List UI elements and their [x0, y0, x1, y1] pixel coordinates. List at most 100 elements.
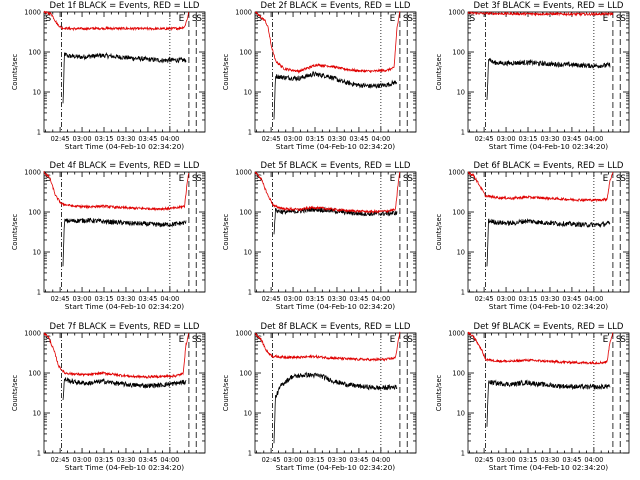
- x-tick-label: 03:30: [327, 295, 346, 303]
- y-tick-label: 1000: [24, 9, 41, 17]
- panel-title: Det 8f BLACK = Events, RED = LLD: [261, 322, 411, 332]
- x-tick-label: 03:15: [95, 135, 114, 143]
- saa-marker-label: S: [196, 174, 202, 184]
- y-axis-label: Counts/sec: [222, 213, 230, 250]
- eclipse-marker-label: E: [603, 14, 609, 24]
- y-tick-label: 1000: [448, 330, 465, 338]
- y-tick-label: 10: [457, 410, 465, 418]
- y-axis-label: Counts/sec: [435, 374, 443, 411]
- saa-marker-label: S: [45, 174, 51, 184]
- panel-title: Det 1f BLACK = Events, RED = LLD: [50, 1, 200, 11]
- x-tick-label: 02:45: [475, 135, 494, 143]
- detector-panel: Det 1f BLACK = Events, RED = LLD Counts/s…: [11, 1, 206, 151]
- y-tick-label: 100: [28, 49, 41, 57]
- x-tick-label: 03:00: [284, 295, 303, 303]
- y-tick-label: 1000: [235, 169, 252, 177]
- plot-frame: [43, 171, 206, 293]
- lld-rate-line: [255, 10, 401, 75]
- x-tick-label: 03:15: [306, 135, 325, 143]
- x-tick-label: 03:45: [138, 135, 157, 143]
- x-tick-label: 03:00: [284, 135, 303, 143]
- plot-frame: [43, 11, 206, 133]
- y-tick-label: 1: [248, 450, 252, 458]
- saa-marker-label: S: [192, 14, 198, 24]
- x-tick-label: 04:00: [160, 135, 179, 143]
- eclipse-marker-label: E: [390, 174, 396, 184]
- x-tick-label: 02:45: [262, 456, 281, 464]
- x-tick-label: 03:30: [540, 295, 559, 303]
- x-tick-label: 03:45: [349, 295, 368, 303]
- y-tick-label: 100: [452, 209, 465, 217]
- saa-marker-label: S: [407, 14, 413, 24]
- x-tick-label: 03:00: [284, 456, 303, 464]
- x-tick-label: 03:15: [519, 456, 538, 464]
- saa-marker-label: S: [196, 14, 202, 24]
- x-tick-label: 03:45: [138, 295, 157, 303]
- lld-rate-line: [468, 171, 614, 203]
- lld-rate-line: [254, 171, 401, 215]
- x-tick-label: 02:45: [51, 456, 70, 464]
- x-tick-label: 02:45: [262, 295, 281, 303]
- y-axis-label: Counts/sec: [222, 374, 230, 411]
- detector-panel: Det 8f BLACK = Events, RED = LLD Counts/s…: [222, 322, 417, 472]
- events-rate-line: [62, 376, 187, 401]
- y-axis-label: Counts/sec: [11, 374, 19, 411]
- plot-frame: [467, 11, 630, 133]
- eclipse-marker-label: E: [179, 335, 185, 345]
- panel-title: Det 3f BLACK = Events, RED = LLD: [474, 1, 624, 11]
- x-tick-label: 04:00: [371, 295, 390, 303]
- plot-frame: [467, 332, 630, 454]
- x-axis-label: Start Time (04-Feb-10 02:34:20): [489, 302, 608, 311]
- x-tick-label: 03:15: [519, 135, 538, 143]
- events-rate-line: [273, 371, 398, 444]
- y-tick-label: 100: [452, 370, 465, 378]
- y-tick-label: 1: [248, 129, 252, 137]
- x-tick-label: 04:00: [584, 295, 603, 303]
- saa-marker-label: S: [620, 174, 626, 184]
- panel-title: Det 2f BLACK = Events, RED = LLD: [261, 1, 411, 11]
- saa-marker-label: S: [616, 14, 622, 24]
- y-axis-label: Counts/sec: [11, 213, 19, 250]
- x-tick-label: 03:30: [540, 135, 559, 143]
- x-tick-label: 03:15: [306, 295, 325, 303]
- eclipse-marker-label: E: [603, 335, 609, 345]
- y-tick-label: 1: [37, 450, 41, 458]
- panel-title: Det 4f BLACK = Events, RED = LLD: [50, 161, 200, 171]
- x-axis-label: Start Time (04-Feb-10 02:34:20): [489, 463, 608, 472]
- saa-marker-label: S: [620, 335, 626, 345]
- eclipse-marker-label: E: [390, 14, 396, 24]
- y-tick-label: 100: [28, 370, 41, 378]
- eclipse-marker-label: E: [390, 335, 396, 345]
- x-tick-label: 03:15: [519, 295, 538, 303]
- y-tick-label: 1: [37, 129, 41, 137]
- y-tick-label: 1000: [24, 169, 41, 177]
- x-tick-label: 04:00: [160, 295, 179, 303]
- y-tick-label: 100: [239, 49, 252, 57]
- eclipse-marker-label: E: [179, 174, 185, 184]
- events-rate-line: [273, 206, 398, 235]
- y-tick-label: 1000: [235, 9, 252, 17]
- x-tick-label: 03:30: [327, 135, 346, 143]
- saa-marker-label: S: [407, 174, 413, 184]
- saa-marker-label: S: [192, 174, 198, 184]
- saa-marker-label: S: [403, 14, 409, 24]
- x-axis-label: Start Time (04-Feb-10 02:34:20): [65, 142, 184, 151]
- events-rate-line: [486, 379, 611, 427]
- x-tick-label: 03:30: [116, 456, 135, 464]
- events-rate-line: [486, 57, 611, 100]
- x-tick-label: 02:45: [475, 456, 494, 464]
- x-tick-label: 03:15: [95, 456, 114, 464]
- x-tick-label: 02:45: [262, 135, 281, 143]
- y-tick-label: 10: [244, 249, 252, 257]
- saa-marker-label: S: [256, 14, 262, 24]
- y-tick-label: 1: [248, 289, 252, 297]
- y-tick-label: 1000: [448, 9, 465, 17]
- y-tick-label: 1000: [448, 169, 465, 177]
- y-tick-label: 100: [452, 49, 465, 57]
- events-rate-line: [273, 70, 398, 120]
- plot-frame: [254, 11, 417, 133]
- x-tick-label: 03:45: [562, 295, 581, 303]
- x-tick-label: 04:00: [584, 456, 603, 464]
- y-axis-label: Counts/sec: [11, 53, 19, 90]
